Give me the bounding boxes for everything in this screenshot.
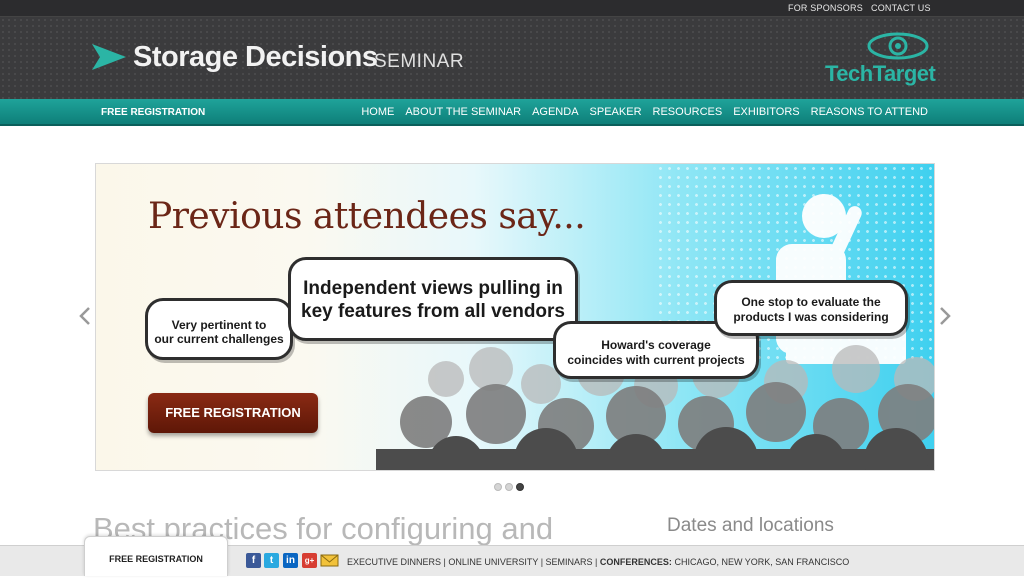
nav-free-registration[interactable]: FREE REGISTRATION [101, 107, 206, 118]
utility-bar: FOR SPONSORS CONTACT US [0, 0, 1024, 17]
free-registration-button[interactable]: FREE REGISTRATION [148, 393, 318, 433]
quote-bubble: Independent views pulling in key feature… [288, 257, 578, 341]
quote-line: Very pertinent to [171, 318, 267, 332]
quote-line: key features from all vendors [301, 301, 565, 322]
footer-links: EXECUTIVE DINNERS | ONLINE UNIVERSITY | … [347, 557, 849, 567]
nav-item-agenda[interactable]: AGENDA [532, 106, 579, 118]
email-icon[interactable] [320, 553, 339, 568]
linkedin-icon[interactable]: in [283, 553, 298, 568]
nav-item-about[interactable]: ABOUT THE SEMINAR [405, 106, 522, 118]
conferences-label: CONFERENCES: [599, 557, 672, 567]
main-nav: FREE REGISTRATION HOME ABOUT THE SEMINAR… [0, 99, 1024, 126]
audience-illustration [376, 194, 934, 470]
techtarget-logo[interactable]: TechTarget [825, 61, 936, 86]
dates-locations-title: Dates and locations [667, 515, 834, 536]
slider-dot[interactable] [494, 483, 502, 491]
quote-line: Howard's coverage [601, 338, 711, 352]
quote-line: Independent views pulling in [303, 278, 563, 299]
site-header: Storage Decisions SEMINAR TechTarget [0, 17, 1024, 99]
slider-dot[interactable] [505, 483, 513, 491]
nav-item-speaker[interactable]: SPEAKER [589, 106, 642, 118]
nav-item-exhibitors[interactable]: EXHIBITORS [733, 106, 800, 118]
nav-item-home[interactable]: HOME [361, 106, 395, 118]
site-logo-subtitle: SEMINAR [374, 51, 465, 72]
slider-pagination [494, 483, 524, 491]
hero-slider: Previous attendees say... Very pertinent… [95, 163, 935, 471]
google-plus-icon[interactable]: g+ [302, 553, 317, 568]
slider-headline: Previous attendees say... [148, 196, 586, 237]
quote-line: coincides with current projects [567, 353, 745, 367]
nav-menu: HOME ABOUT THE SEMINAR AGENDA SPEAKER RE… [350, 106, 928, 118]
nav-item-reasons[interactable]: REASONS TO ATTEND [810, 106, 928, 118]
for-sponsors-link[interactable]: FOR SPONSORS [788, 3, 863, 13]
quote-bubble: Very pertinent to our current challenges [145, 298, 293, 360]
slider-dot-active[interactable] [516, 483, 524, 491]
conference-cities[interactable]: CHICAGO, NEW YORK, SAN FRANCISCO [674, 557, 850, 567]
quote-bubble: One stop to evaluate the products I was … [714, 280, 908, 336]
quote-line: our current challenges [154, 332, 284, 346]
nav-item-resources[interactable]: RESOURCES [652, 106, 723, 118]
quote-line: products I was considering [733, 310, 889, 324]
next-arrow-icon[interactable] [939, 306, 951, 326]
site-logo-title[interactable]: Storage Decisions [133, 41, 378, 73]
facebook-icon[interactable]: f [246, 553, 261, 568]
footer-free-registration-tab[interactable]: FREE REGISTRATION [84, 536, 228, 576]
techtarget-eye-icon [867, 32, 929, 60]
contact-us-link[interactable]: CONTACT US [871, 3, 931, 13]
quote-line: One stop to evaluate the [741, 295, 881, 309]
logo-arrow-icon [92, 44, 126, 70]
twitter-icon[interactable]: t [264, 553, 279, 568]
footer-link-list[interactable]: EXECUTIVE DINNERS | ONLINE UNIVERSITY | … [347, 557, 598, 567]
prev-arrow-icon[interactable] [79, 306, 91, 326]
